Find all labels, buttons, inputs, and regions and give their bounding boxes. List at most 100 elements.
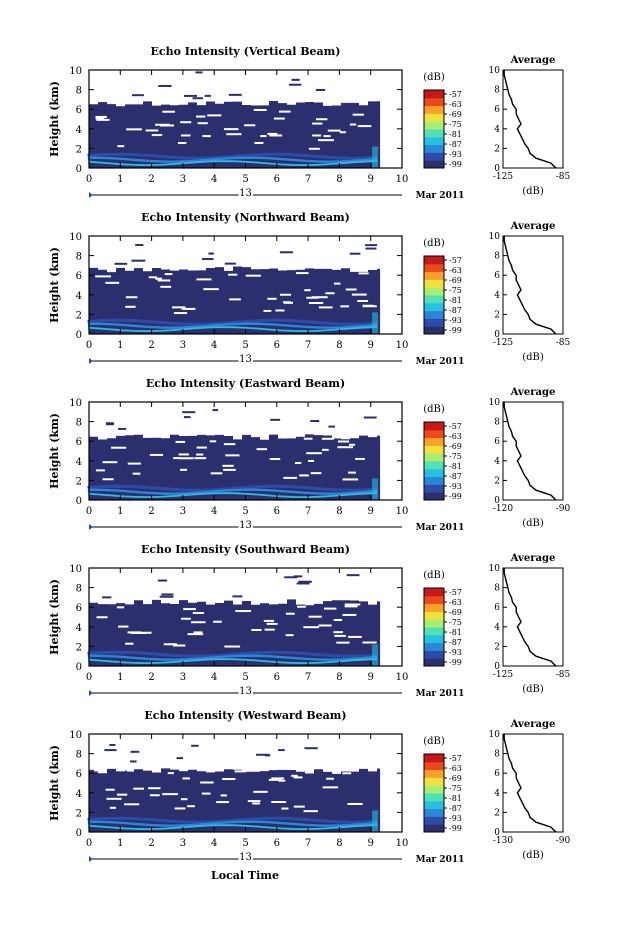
boundary-layer-band bbox=[88, 658, 378, 664]
colorbar-swatch bbox=[424, 318, 444, 327]
noise-echo bbox=[131, 259, 146, 262]
colorbar-swatch bbox=[424, 634, 444, 644]
x-tick-label: 1 bbox=[117, 672, 123, 683]
y-tick-label: 8 bbox=[76, 252, 82, 263]
panel-1: Echo Intensity (Northward Beam)0246810He… bbox=[48, 211, 571, 367]
colorbar-swatch bbox=[424, 90, 444, 99]
x-tick-label: 5 bbox=[242, 506, 248, 517]
colorbar-swatch bbox=[424, 785, 444, 794]
noise-echo bbox=[270, 418, 281, 421]
average-y-tick-label: 2 bbox=[494, 808, 500, 818]
edge-echo bbox=[372, 810, 379, 832]
y-tick-label: 8 bbox=[76, 418, 82, 429]
colorbar-swatch bbox=[424, 627, 444, 636]
noise-echo bbox=[195, 71, 203, 74]
noise-echo bbox=[349, 252, 361, 255]
noise-echo bbox=[298, 580, 312, 583]
colorbar-frame bbox=[423, 587, 445, 667]
echo-gap bbox=[362, 305, 377, 308]
y-tick-label: 8 bbox=[76, 86, 82, 97]
colorbar-unit: (dB) bbox=[423, 404, 445, 415]
panel-title: Echo Intensity (Vertical Beam) bbox=[150, 45, 340, 58]
x-tick-label: 0 bbox=[86, 506, 92, 517]
average-y-tick-label: 10 bbox=[489, 66, 501, 76]
echo-gap bbox=[140, 631, 152, 634]
day-label: 13 bbox=[239, 354, 252, 365]
echo-gap bbox=[252, 802, 260, 805]
colorbar-swatch bbox=[424, 129, 444, 138]
echo-gap bbox=[285, 612, 295, 615]
average-x-tick-label: -85 bbox=[556, 670, 571, 680]
echo-gap bbox=[333, 618, 343, 621]
echo-gap bbox=[351, 293, 367, 296]
average-y-tick-label: 8 bbox=[494, 86, 500, 96]
echo-gap bbox=[294, 461, 302, 464]
echo-gap bbox=[336, 641, 350, 644]
echo-gap bbox=[303, 626, 319, 629]
average-y-tick-label: 10 bbox=[489, 398, 501, 408]
noise-echo bbox=[131, 94, 144, 97]
echo-gap bbox=[308, 459, 315, 462]
average-y-tick-label: 2 bbox=[494, 476, 500, 486]
x-tick-label: 4 bbox=[211, 174, 217, 185]
echo-gap bbox=[209, 440, 217, 443]
noise-echo bbox=[118, 427, 127, 430]
colorbar-tick-label: -75 bbox=[449, 120, 462, 129]
colorbar-tick-label: -99 bbox=[449, 658, 462, 667]
echo-gap bbox=[344, 605, 358, 608]
noise-echo bbox=[256, 753, 270, 756]
echo-gap bbox=[316, 118, 328, 121]
echo-region bbox=[89, 768, 381, 832]
echo-gap bbox=[358, 272, 369, 275]
average-profile-line bbox=[503, 70, 557, 169]
echo-gap bbox=[235, 610, 252, 613]
noise-echo bbox=[104, 749, 117, 752]
colorbar-tick-label: -63 bbox=[449, 100, 462, 109]
colorbar-swatch bbox=[424, 437, 444, 446]
echo-gap bbox=[181, 617, 191, 620]
echo-gap bbox=[145, 129, 159, 132]
x-tick-label: 2 bbox=[148, 506, 154, 517]
colorbar-tick-label: -75 bbox=[449, 286, 462, 295]
echo-gap bbox=[308, 615, 322, 618]
echo-gap bbox=[172, 644, 186, 647]
average-y-tick-label: 4 bbox=[494, 457, 500, 467]
colorbar-swatch bbox=[424, 800, 444, 810]
boundary-layer-band bbox=[87, 322, 378, 329]
echo-gap bbox=[322, 786, 339, 789]
echo-gap bbox=[285, 634, 294, 637]
echo-gap bbox=[196, 446, 207, 449]
echo-gap bbox=[349, 443, 356, 446]
y-tick-label: 2 bbox=[76, 808, 82, 819]
echo-gap bbox=[264, 628, 275, 631]
colorbar-unit: (dB) bbox=[423, 238, 445, 249]
echo-gap bbox=[348, 471, 356, 474]
echo-gap bbox=[149, 794, 160, 797]
echo-gap bbox=[304, 289, 311, 292]
x-tick-label: 10 bbox=[396, 506, 409, 517]
echo-gap bbox=[172, 306, 186, 309]
echo-gap bbox=[193, 631, 203, 634]
colorbar-tick-label: -57 bbox=[449, 422, 462, 431]
echo-gap bbox=[180, 121, 192, 124]
y-tick-label: 4 bbox=[76, 623, 82, 634]
y-tick-label: 10 bbox=[69, 232, 82, 243]
noise-echo bbox=[291, 78, 300, 81]
average-y-tick-label: 0 bbox=[494, 330, 500, 340]
day-label: 13 bbox=[239, 852, 252, 863]
x-tick-label: 10 bbox=[396, 340, 409, 351]
colorbar-tick-label: -81 bbox=[449, 462, 462, 471]
panel-2: Echo Intensity (Eastward Beam)0246810Hei… bbox=[48, 377, 571, 533]
boundary-layer-band bbox=[87, 156, 378, 163]
boundary-layer-band bbox=[87, 654, 378, 661]
echo-gap bbox=[267, 132, 278, 135]
noise-echo bbox=[183, 416, 191, 419]
echo-gap bbox=[196, 278, 212, 281]
boundary-layer-band bbox=[87, 820, 378, 827]
echo-gap bbox=[345, 288, 357, 291]
echo-gap bbox=[342, 772, 352, 775]
colorbar-tick-label: -63 bbox=[449, 432, 462, 441]
noise-echo bbox=[106, 423, 114, 426]
echo-gap bbox=[180, 798, 188, 801]
echo-gap bbox=[334, 282, 341, 285]
